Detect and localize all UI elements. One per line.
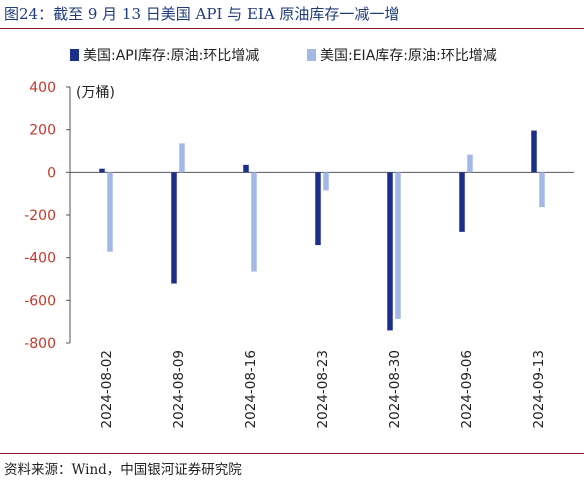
legend-label-api: 美国:API库存:原油:环比增减	[83, 48, 259, 64]
bar-api	[243, 164, 249, 173]
bar-api	[459, 172, 465, 232]
x-tick-label: 2024-09-06	[459, 350, 475, 428]
x-tick-label: 2024-08-16	[243, 350, 259, 428]
y-tick-label: -600	[24, 293, 56, 309]
bar-chart: 美国:API库存:原油:环比增减 美国:EIA库存:原油:环比增减 (万桶) 40…	[24, 48, 574, 428]
x-tick-label: 2024-08-02	[99, 350, 115, 428]
y-axis-unit: (万桶)	[76, 85, 115, 101]
x-tick-label: 2024-09-13	[531, 350, 547, 428]
x-tick-label: 2024-08-23	[315, 350, 331, 428]
chart-legend: 美国:API库存:原油:环比增减 美国:EIA库存:原油:环比增减	[70, 48, 497, 64]
y-tick-label: -400	[24, 251, 56, 267]
y-tick-label: 400	[29, 80, 56, 96]
bar-api	[387, 172, 393, 331]
bar-eia	[179, 143, 185, 173]
y-tick-label: -800	[24, 336, 56, 352]
source-rule	[0, 453, 584, 454]
legend-swatch-eia	[307, 49, 316, 61]
y-tick-label: 0	[47, 165, 56, 181]
x-tick-label: 2024-08-30	[387, 350, 403, 428]
y-tick-label: 200	[29, 123, 56, 139]
bar-api	[171, 172, 177, 284]
bar-eia	[251, 172, 257, 272]
bar-api	[531, 130, 537, 173]
bar-eia	[395, 172, 401, 319]
source-note: 资料来源：Wind，中国银河证券研究院	[4, 462, 242, 478]
title-rule	[0, 28, 584, 29]
x-axis: 2024-08-02 2024-08-09 2024-08-16 2024-08-23…	[99, 350, 547, 428]
bar-eia	[539, 172, 545, 208]
bar-eia	[107, 172, 113, 252]
x-tick-label: 2024-08-09	[171, 350, 187, 428]
bar-eia	[323, 172, 329, 191]
figure-title: 图24：截至 9 月 13 日美国 API 与 EIA 原油库存一减一增	[4, 5, 400, 23]
legend-label-eia: 美国:EIA库存:原油:环比增减	[320, 48, 497, 64]
legend-swatch-api	[70, 49, 79, 61]
y-axis: 400 200 0 -200 -400 -600 -800	[24, 80, 574, 352]
bar-api	[99, 168, 105, 173]
bar-api	[315, 172, 321, 246]
bar-eia	[467, 154, 473, 173]
y-tick-label: -200	[24, 208, 56, 224]
bars	[99, 130, 545, 331]
